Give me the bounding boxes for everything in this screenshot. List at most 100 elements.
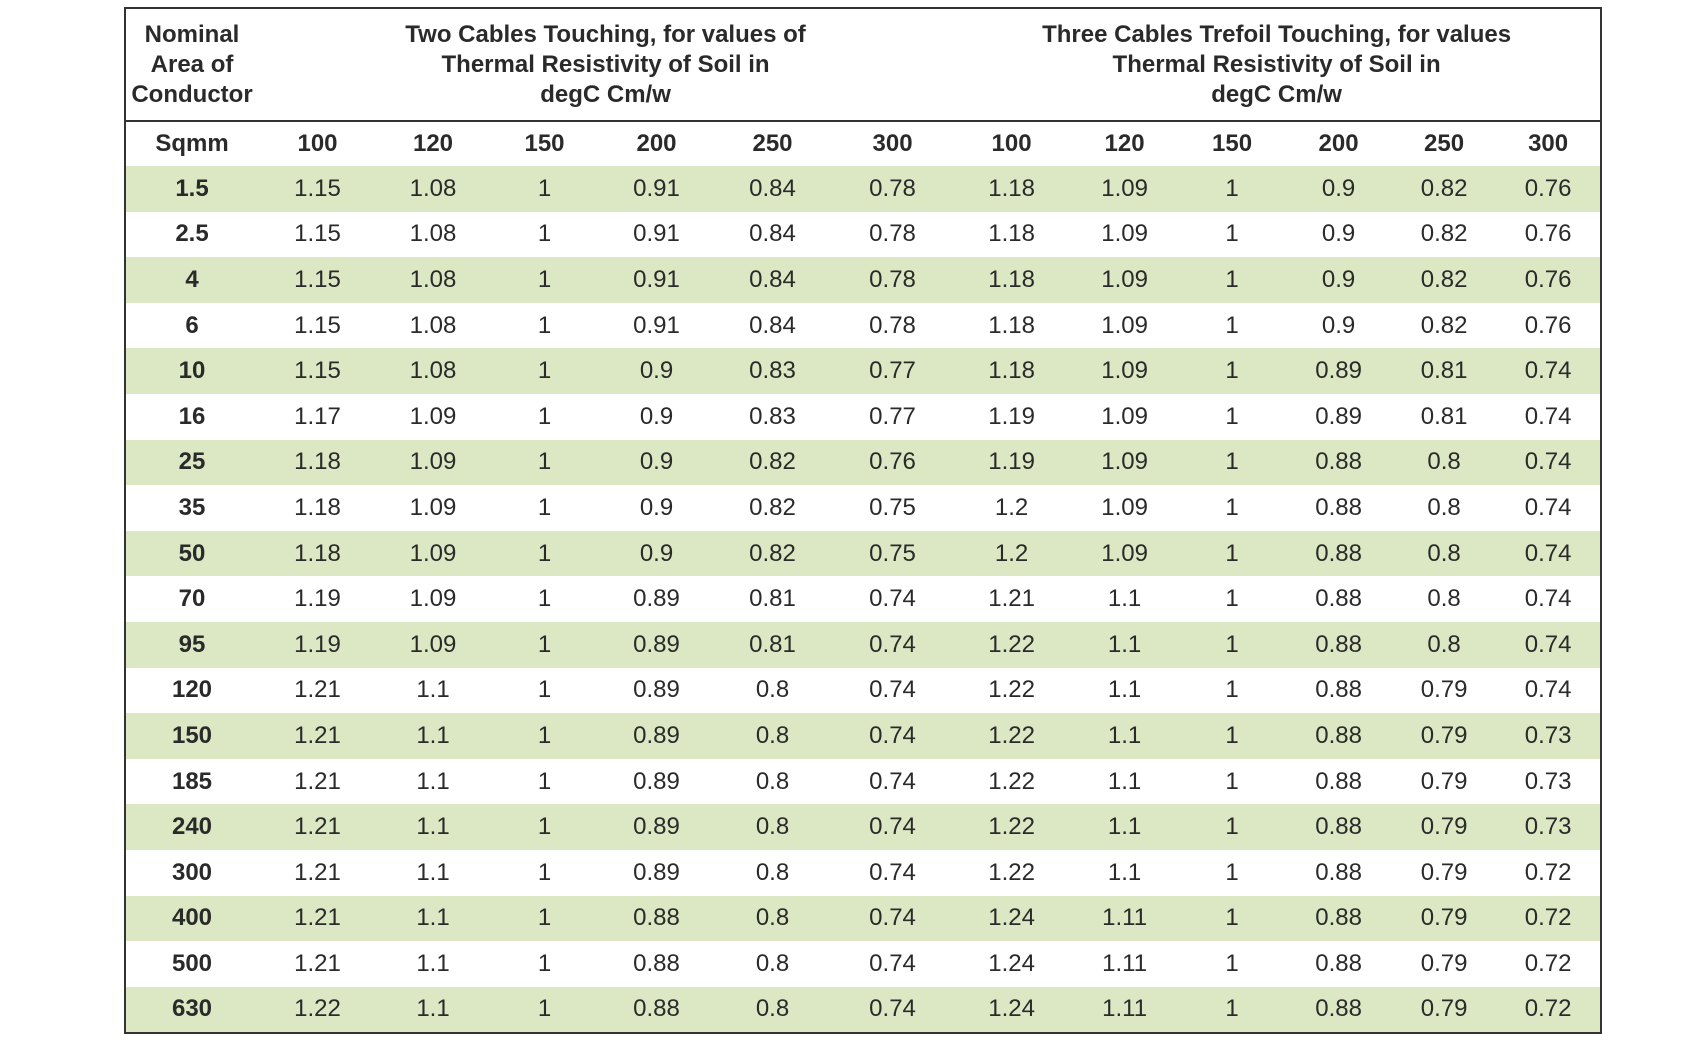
value-cell: 1.09 [1101,174,1148,202]
value-cell: 1 [1225,311,1239,339]
value-cell: 0.9 [639,357,674,385]
table-row: 630 1.22 1.1 1 0.88 0.8 0.74 1.24 1.11 1 0.88 0.79 0… [125,986,1602,1034]
area-cell: 2.5 [175,220,209,248]
value-cell: 0.88 [1315,813,1362,841]
value-cell: 0.76 [1524,174,1572,202]
value-cell: 1 [537,220,552,248]
value-cell: 1.24 [988,949,1035,977]
value-cell: 0.88 [1315,630,1362,658]
value-cell: 0.88 [1315,858,1362,886]
value-cell: 0.84 [749,174,796,202]
value-cell: 1.18 [294,539,341,567]
value-cell: 1.08 [409,220,457,248]
value-cell: 1.1 [416,858,450,886]
value-cell: 0.77 [869,357,916,385]
table-wrap: Nominal Area of Conductor Two Cables Touchi… [124,7,1603,1035]
value-cell: 1.09 [409,493,457,521]
column-header: 100 [297,130,338,157]
column-header: Sqmm [155,130,229,157]
header-line: degC Cm/w [1211,80,1342,108]
column-header: 150 [1212,130,1253,157]
value-cell: 1.1 [1107,858,1142,886]
value-cell: 0.79 [1420,904,1468,932]
column-header: 120 [412,130,454,157]
area-cell: 6 [185,311,199,339]
value-cell: 0.84 [749,220,796,248]
value-cell: 1 [1225,721,1239,749]
value-cell: 1 [537,995,552,1023]
value-cell: 1.19 [988,402,1035,430]
value-cell: 1 [537,721,552,749]
value-cell: 1 [1225,357,1239,385]
table-row: 185 1.21 1.1 1 0.89 0.8 0.74 1.22 1.1 1 0.88 0.79 0.… [125,759,1601,805]
value-cell: 1 [537,858,552,886]
value-cell: 1.08 [409,311,457,339]
value-cell: 1.08 [409,174,457,202]
value-cell: 0.74 [869,585,916,613]
value-cell: 0.73 [1524,721,1572,749]
value-cell: 0.88 [1315,493,1362,521]
value-cell: 1.21 [294,813,341,841]
value-cell: 1 [537,174,552,202]
value-cell: 1 [1225,585,1239,613]
value-cell: 0.91 [633,174,680,202]
value-cell: 0.73 [1524,767,1572,795]
value-cell: 1.22 [988,858,1035,886]
value-cell: 1 [537,402,552,430]
value-cell: 1.09 [1101,220,1148,248]
value-cell: 1 [537,493,552,521]
value-cell: 0.72 [1524,904,1572,932]
value-cell: 0.77 [869,402,916,430]
area-cell: 300 [171,858,213,886]
value-cell: 0.74 [869,949,916,977]
column-header: 150 [524,130,565,157]
value-cell: 1 [1225,767,1239,795]
value-cell: 1.09 [409,585,457,613]
value-cell: 0.8 [755,767,790,795]
value-cell: 1.09 [409,539,457,567]
value-cell: 0.88 [1315,949,1362,977]
table-head: Nominal Area of Conductor Two Cables Touchi… [125,8,1602,166]
table-row: 35 1.18 1.09 1 0.9 0.82 0.75 1.2 1.09 1 0.88 0.8 0.7… [125,485,1601,531]
value-cell: 0.74 [1524,493,1572,521]
value-cell: 0.82 [1420,174,1468,202]
value-cell: 0.9 [1321,220,1356,248]
value-cell: 0.9 [1321,174,1356,202]
value-cell: 0.84 [749,265,796,293]
group-header: Two Cables Touching, for values of Therma… [258,8,954,122]
value-cell: 1.18 [294,448,341,476]
value-cell: 1.1 [1107,630,1142,658]
value-cell: 0.76 [1524,311,1572,339]
value-cell: 0.9 [639,493,674,521]
value-cell: 1.09 [409,630,457,658]
value-cell: 1 [1225,630,1239,658]
table-row: 25 1.18 1.09 1 0.9 0.82 0.76 1.19 1.09 1 0.88 0.8 0.… [125,439,1602,486]
value-cell: 0.82 [749,539,796,567]
value-cell: 1.09 [1101,539,1148,567]
value-cell: 0.76 [869,448,916,476]
header-line: Three Cables Trefoil Touching, for value… [1042,20,1512,48]
value-cell: 0.74 [869,767,916,795]
area-cell: 50 [178,539,206,567]
value-cell: 1 [1225,813,1239,841]
value-cell: 1.19 [988,448,1035,476]
value-cell: 0.79 [1420,995,1468,1023]
table-row: 95 1.19 1.09 1 0.89 0.81 0.74 1.22 1.1 1 0.88 0.8 0.… [125,621,1602,668]
value-cell: 1 [1225,949,1239,977]
value-cell: 1.11 [1102,904,1148,932]
header-line: Area of [150,50,234,78]
value-cell: 0.79 [1420,767,1468,795]
value-cell: 1.09 [1101,265,1148,293]
value-cell: 0.74 [869,676,916,704]
value-cell: 1.09 [409,448,457,476]
area-cell: 500 [171,949,213,977]
value-cell: 0.88 [633,904,680,932]
table-row: 6 1.15 1.08 1 0.91 0.84 0.78 1.18 1.09 1 0.9 0.82 0.… [125,303,1601,349]
value-cell: 0.74 [1524,676,1572,704]
value-cell: 1 [1225,220,1239,248]
table-row: 240 1.21 1.1 1 0.89 0.8 0.74 1.22 1.1 1 0.88 0.79 0.… [125,804,1602,850]
value-cell: 0.82 [1420,311,1468,339]
area-cell: 400 [171,904,213,932]
value-cell: 0.76 [1524,265,1572,293]
value-cell: 1.22 [988,767,1035,795]
